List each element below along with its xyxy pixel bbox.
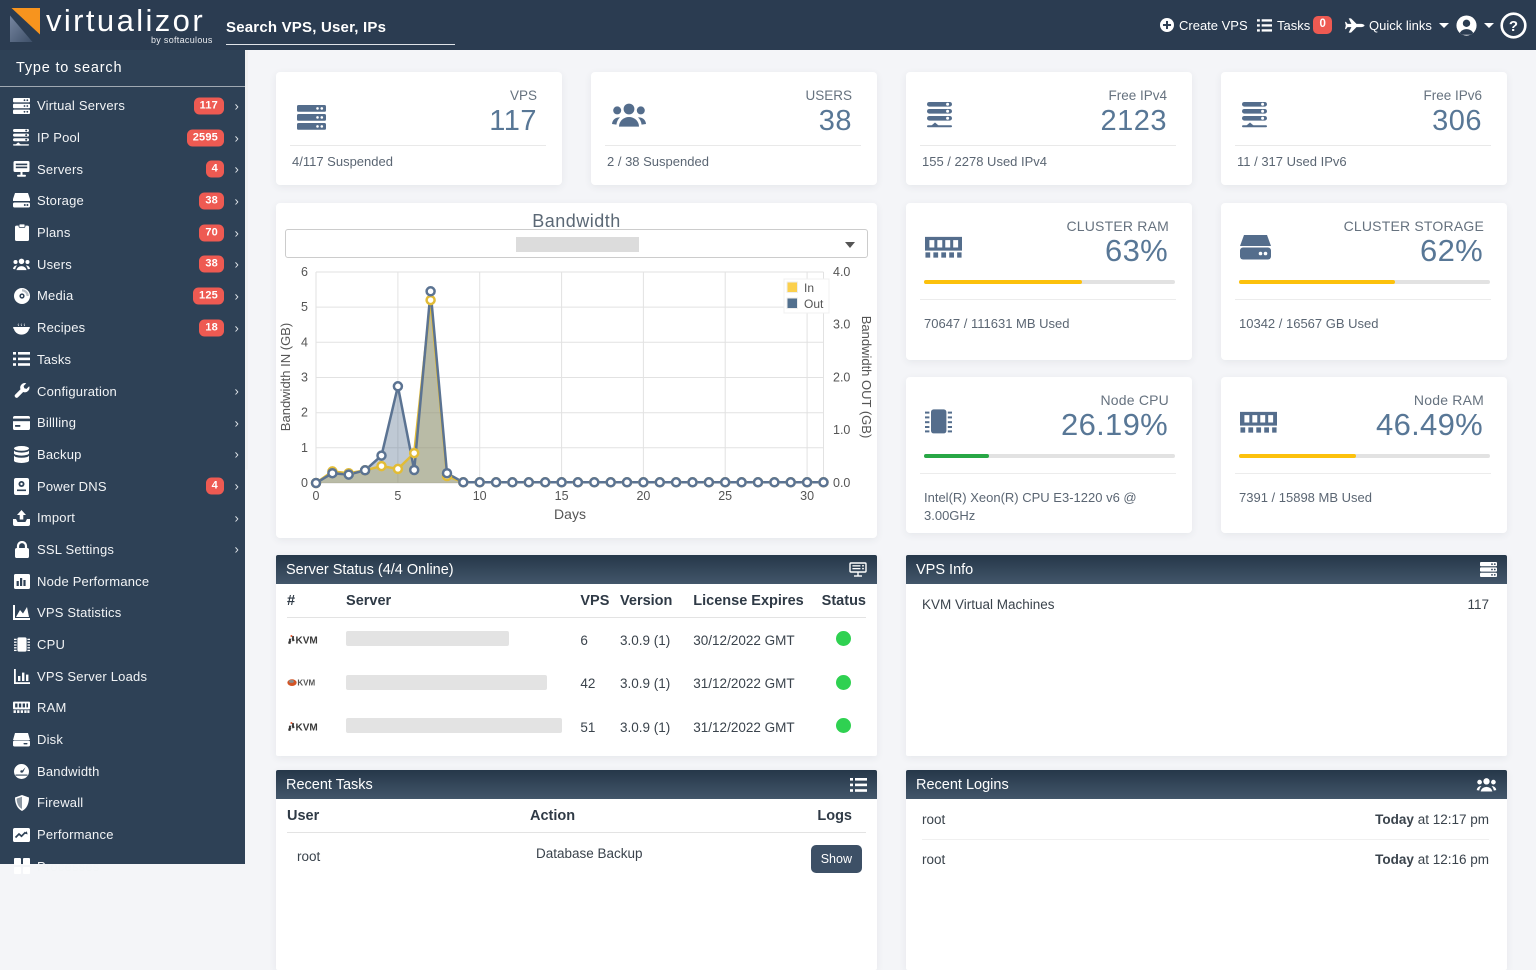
svg-text:In: In [804,281,814,295]
svg-text:Out: Out [804,297,824,311]
svg-text:Bandwidth IN (GB): Bandwidth IN (GB) [278,323,293,431]
svg-text:1.0: 1.0 [833,423,850,437]
svg-text:2: 2 [301,406,308,420]
svg-text:5: 5 [394,489,401,503]
svg-text:1: 1 [301,441,308,455]
svg-text:Bandwidth OUT (GB): Bandwidth OUT (GB) [859,316,874,439]
svg-text:0.0: 0.0 [833,476,850,490]
svg-text:KVM: KVM [296,635,318,645]
svg-text:Days: Days [554,506,586,522]
svg-text:3.0: 3.0 [833,318,850,332]
svg-text:0: 0 [301,476,308,490]
svg-text:15: 15 [555,489,569,503]
svg-text:?: ? [1509,18,1518,35]
svg-text:10: 10 [473,489,487,503]
svg-text:0: 0 [313,489,320,503]
svg-text:4: 4 [301,335,308,349]
svg-text:20: 20 [636,489,650,503]
svg-text:2.0: 2.0 [833,371,850,385]
svg-text:KVM: KVM [296,722,318,732]
svg-text:25: 25 [718,489,732,503]
svg-text:6: 6 [301,265,308,279]
svg-text:30: 30 [800,489,814,503]
svg-text:4.0: 4.0 [833,265,850,279]
svg-text:5: 5 [301,300,308,314]
svg-text:3: 3 [301,371,308,385]
svg-text:KVM: KVM [297,679,315,688]
